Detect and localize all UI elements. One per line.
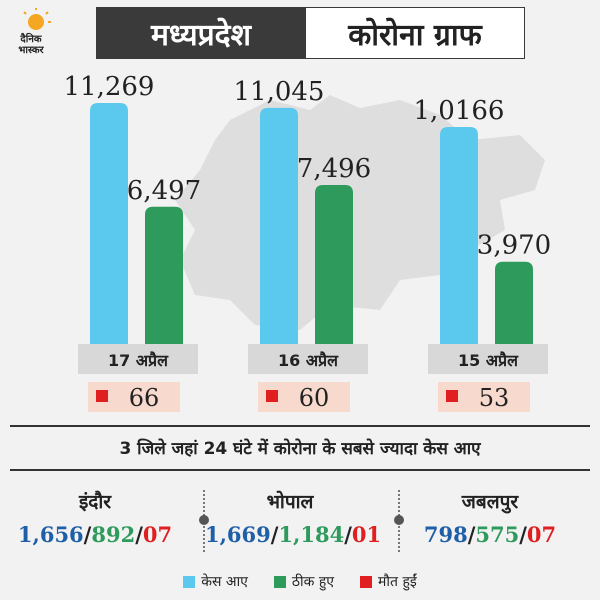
title-graph: कोरोना ग्राफ xyxy=(306,7,525,59)
bar-value-label: 11,045 xyxy=(234,77,325,107)
bar-cases xyxy=(440,127,478,348)
dainik-bhaskar-logo: दैनिक भास्कर xyxy=(6,8,56,56)
bar-value-label: 6,497 xyxy=(127,176,201,206)
svg-text:दैनिक: दैनिक xyxy=(19,32,42,45)
city-recovered: 892 xyxy=(91,522,136,547)
city-deaths: 07 xyxy=(526,522,557,547)
legend-item-cases: केस आए xyxy=(183,572,248,591)
svg-text:भास्कर: भास्कर xyxy=(18,45,44,56)
city-stats: 1,669/1,184/01 xyxy=(205,522,382,547)
city-divider xyxy=(199,490,209,552)
city-divider xyxy=(394,490,404,552)
bar-recovered xyxy=(495,261,533,348)
city-jabalpur: जबलपुर 798/575/07 xyxy=(405,488,575,547)
city-name: इंदौर xyxy=(78,491,112,513)
date-label-bg xyxy=(78,344,198,374)
bar-cases xyxy=(90,103,128,348)
city-cases: 1,669 xyxy=(205,522,271,547)
date-label-bg xyxy=(428,344,548,374)
bar-recovered xyxy=(315,185,353,348)
city-name: भोपाल xyxy=(266,491,314,513)
city-deaths: 01 xyxy=(351,522,382,547)
deaths-marker xyxy=(266,390,278,402)
section-divider xyxy=(10,425,590,427)
section-divider xyxy=(10,469,590,471)
legend-swatch xyxy=(183,575,196,588)
city-indore: इंदौर 1,656/892/07 xyxy=(10,488,180,547)
legend-item-recovered: ठीक हुए xyxy=(273,572,335,591)
deaths-value: 60 xyxy=(299,384,330,412)
date-label: 16 अप्रैल xyxy=(278,351,339,370)
city-deaths: 07 xyxy=(142,522,173,547)
section-subtitle: 3 जिले जहां 24 घंटे में कोरोना के सबसे ज… xyxy=(119,439,481,459)
city-recovered: 575 xyxy=(475,522,520,547)
legend-label: केस आए xyxy=(201,574,248,590)
deaths-value: 66 xyxy=(129,384,160,412)
city-stats: 798/575/07 xyxy=(423,522,557,547)
bar-recovered xyxy=(145,206,183,348)
bar-value-label: 1,0166 xyxy=(414,96,505,126)
deaths-value: 53 xyxy=(479,384,510,412)
city-recovered: 1,184 xyxy=(278,522,345,547)
bar-cases xyxy=(260,107,298,349)
city-stats: 1,656/892/07 xyxy=(17,522,173,547)
legend-label: ठीक हुए xyxy=(291,574,335,590)
legend-swatch xyxy=(360,575,373,588)
date-label-bg xyxy=(248,344,368,374)
city-cases: 1,656 xyxy=(17,522,84,547)
date-label: 15 अप्रैल xyxy=(458,351,519,370)
city-bhopal: भोपाल 1,669/1,184/01 xyxy=(205,488,382,547)
bar-value-label: 11,269 xyxy=(64,72,155,102)
title-state: मध्यप्रदेश xyxy=(96,7,306,59)
bar-chart: 11,269 6,497 17 अप्रैल 66 11,045 7,496 16 अप्र… xyxy=(64,72,551,412)
date-label: 17 अप्रैल xyxy=(108,351,169,370)
deaths-marker xyxy=(96,390,108,402)
legend-label: मौत हुईं xyxy=(378,574,417,590)
deaths-marker xyxy=(446,390,458,402)
city-name: जबलपुर xyxy=(461,491,519,513)
legend-item-deaths: मौत हुईं xyxy=(360,572,417,591)
legend: केस आए ठीक हुए मौत हुईं xyxy=(0,572,600,591)
state-map-shape xyxy=(175,95,545,330)
bar-value-label: 7,496 xyxy=(297,154,371,184)
bar-value-label: 3,970 xyxy=(477,231,551,261)
city-cases: 798 xyxy=(423,522,468,547)
legend-swatch xyxy=(273,575,286,588)
